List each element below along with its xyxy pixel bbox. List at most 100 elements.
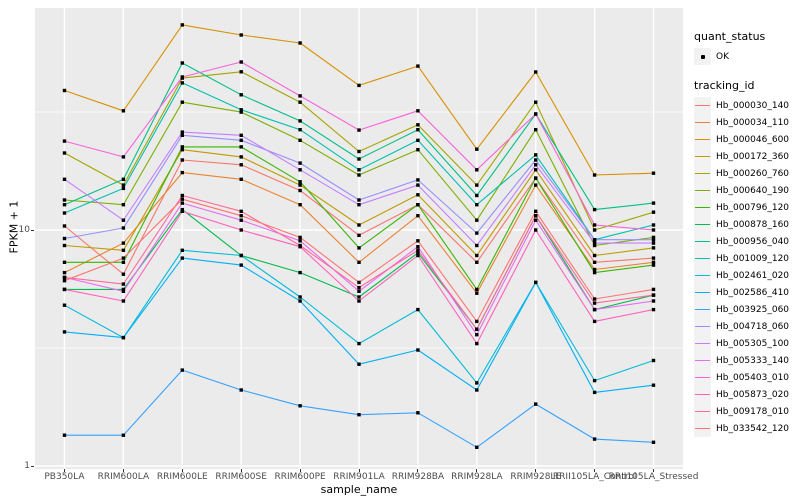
- data-point: [298, 243, 302, 248]
- data-point: [180, 61, 184, 65]
- data-point: [298, 94, 302, 98]
- legend-item-Hb_001009_120: Hb_001009_120: [694, 250, 789, 267]
- y-tick-mark: [31, 229, 34, 231]
- data-point: [239, 177, 243, 181]
- data-point: [651, 440, 656, 444]
- data-point: [121, 183, 126, 187]
- data-point: [592, 270, 597, 275]
- data-point: [62, 224, 67, 228]
- legend-key-background: [694, 420, 711, 437]
- data-point: [357, 285, 361, 290]
- data-point: [298, 203, 302, 207]
- quant-status-ok-item: OK: [694, 48, 789, 65]
- legend-key-background: [694, 369, 711, 386]
- data-point: [62, 151, 67, 155]
- legend-line-swatch: [695, 410, 710, 413]
- data-point: [357, 246, 361, 250]
- data-point: [475, 327, 479, 331]
- legend-key-background: [694, 131, 711, 148]
- data-point: [62, 198, 67, 202]
- legend-item-Hb_009178_010: Hb_009178_010: [694, 403, 789, 420]
- x-tick-mark: [535, 469, 537, 472]
- legend-item-label: Hb_000260_760: [716, 168, 790, 179]
- x-tick-mark: [476, 469, 478, 472]
- data-point: [357, 157, 361, 161]
- data-point: [592, 228, 597, 232]
- data-point: [416, 411, 420, 415]
- data-point: [416, 128, 420, 132]
- legend-key-background: [694, 233, 711, 250]
- legend-key-background: [694, 199, 711, 216]
- data-point: [475, 381, 479, 385]
- data-point: [357, 233, 361, 237]
- data-point: [651, 299, 656, 303]
- data-point: [298, 41, 302, 45]
- data-point: [651, 223, 656, 227]
- data-point: [416, 348, 420, 352]
- data-point: [534, 402, 538, 406]
- tracking-id-legend-title: tracking_id: [694, 79, 755, 92]
- data-point: [651, 241, 656, 245]
- data-point: [592, 173, 597, 177]
- data-point: [475, 291, 479, 295]
- data-point: [651, 307, 656, 312]
- data-point: [651, 287, 656, 292]
- legend-key-background: [694, 182, 711, 199]
- x-tick-label: RRII105LA_Stressed: [608, 472, 699, 482]
- data-point: [180, 130, 184, 134]
- data-point: [180, 209, 184, 213]
- legend-item-Hb_002461_020: Hb_002461_020: [694, 267, 789, 284]
- legend-item-label: Hb_000030_140: [716, 100, 790, 111]
- data-point: [121, 155, 126, 159]
- data-point: [416, 123, 420, 127]
- legend-line-swatch: [695, 308, 710, 311]
- data-point: [592, 307, 597, 312]
- data-point: [475, 260, 479, 264]
- ok-point-icon: [700, 54, 705, 59]
- data-point: [357, 173, 361, 177]
- data-point: [651, 256, 656, 260]
- data-point: [180, 133, 184, 137]
- data-point: [651, 383, 656, 387]
- data-point: [62, 270, 67, 275]
- legend-key-background: [694, 386, 711, 403]
- data-point: [298, 404, 302, 408]
- data-point: [651, 201, 656, 205]
- data-point: [239, 60, 243, 64]
- data-point: [180, 368, 184, 372]
- legend-item-Hb_000034_110: Hb_000034_110: [694, 114, 789, 131]
- data-point: [416, 251, 420, 255]
- legend-line-swatch: [695, 206, 710, 209]
- legend-line-swatch: [695, 393, 710, 396]
- legend-key-background: [694, 284, 711, 301]
- legend-item-label: Hb_000878_160: [716, 219, 790, 230]
- data-point: [180, 197, 184, 201]
- data-point: [534, 100, 538, 104]
- data-point: [534, 168, 538, 172]
- data-point: [62, 88, 67, 93]
- legend-item-Hb_033542_120: Hb_033542_120: [694, 420, 789, 437]
- legend-key-background: [694, 352, 711, 369]
- data-point: [180, 75, 184, 79]
- legend-item-label: Hb_000796_120: [716, 202, 790, 213]
- data-point: [121, 335, 126, 340]
- legend-line-swatch: [695, 257, 710, 260]
- x-tick-mark: [358, 469, 360, 472]
- legend-line-swatch: [695, 359, 710, 362]
- data-point: [180, 207, 184, 212]
- data-point: [298, 239, 302, 243]
- data-point: [357, 168, 361, 172]
- legend-item-Hb_000260_760: Hb_000260_760: [694, 165, 789, 182]
- data-point: [534, 209, 538, 213]
- data-point: [534, 228, 538, 232]
- data-point: [239, 155, 243, 159]
- legend-key-background: [694, 250, 711, 267]
- data-point: [62, 236, 67, 241]
- data-point: [592, 243, 597, 248]
- quant-status-ok-label: OK: [716, 51, 729, 62]
- data-point: [239, 108, 243, 112]
- data-point: [416, 214, 420, 218]
- data-point: [534, 70, 538, 74]
- data-point: [62, 287, 67, 292]
